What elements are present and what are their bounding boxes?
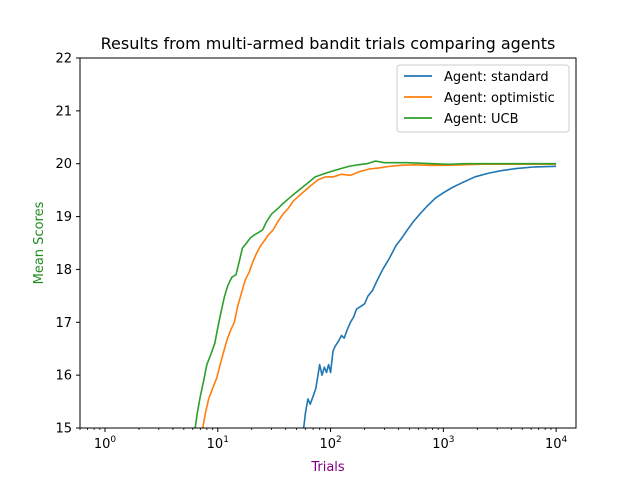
y-tick-label: 21 [55,104,72,119]
legend-label: Agent: standard [444,70,549,85]
x-tick-label: 101 [207,435,229,452]
series-layer [194,160,557,428]
legend: Agent: standard Agent: optimistic Agent: U… [396,64,570,133]
x-tick-label: 102 [319,435,341,452]
series-line-0 [302,165,557,428]
legend-label: Agent: optimistic [444,91,555,106]
legend-label: Agent: UCB [444,112,519,127]
legend-box [396,64,570,133]
y-tick-label: 17 [55,316,72,331]
x-axis-label: Trials [310,460,345,475]
plot-frame [79,57,577,429]
series-line-2 [194,160,557,428]
x-tick-label: 103 [432,435,454,452]
x-tick-label: 100 [94,435,117,452]
y-axis: 15 16 17 18 19 20 21 22 [55,52,80,437]
chart-title: Results from multi-armed bandit trials c… [101,34,556,53]
y-tick-label: 22 [55,52,72,67]
series-line-1 [201,163,557,428]
y-tick-label: 15 [55,422,72,437]
y-tick-label: 16 [55,369,72,384]
y-tick-label: 19 [55,210,72,225]
x-tick-label: 104 [545,435,568,452]
y-axis-label: Mean Scores [32,201,47,284]
x-axis: 100 101 102 103 104 [79,428,568,452]
y-tick-label: 18 [55,263,72,278]
y-tick-label: 20 [55,157,72,172]
